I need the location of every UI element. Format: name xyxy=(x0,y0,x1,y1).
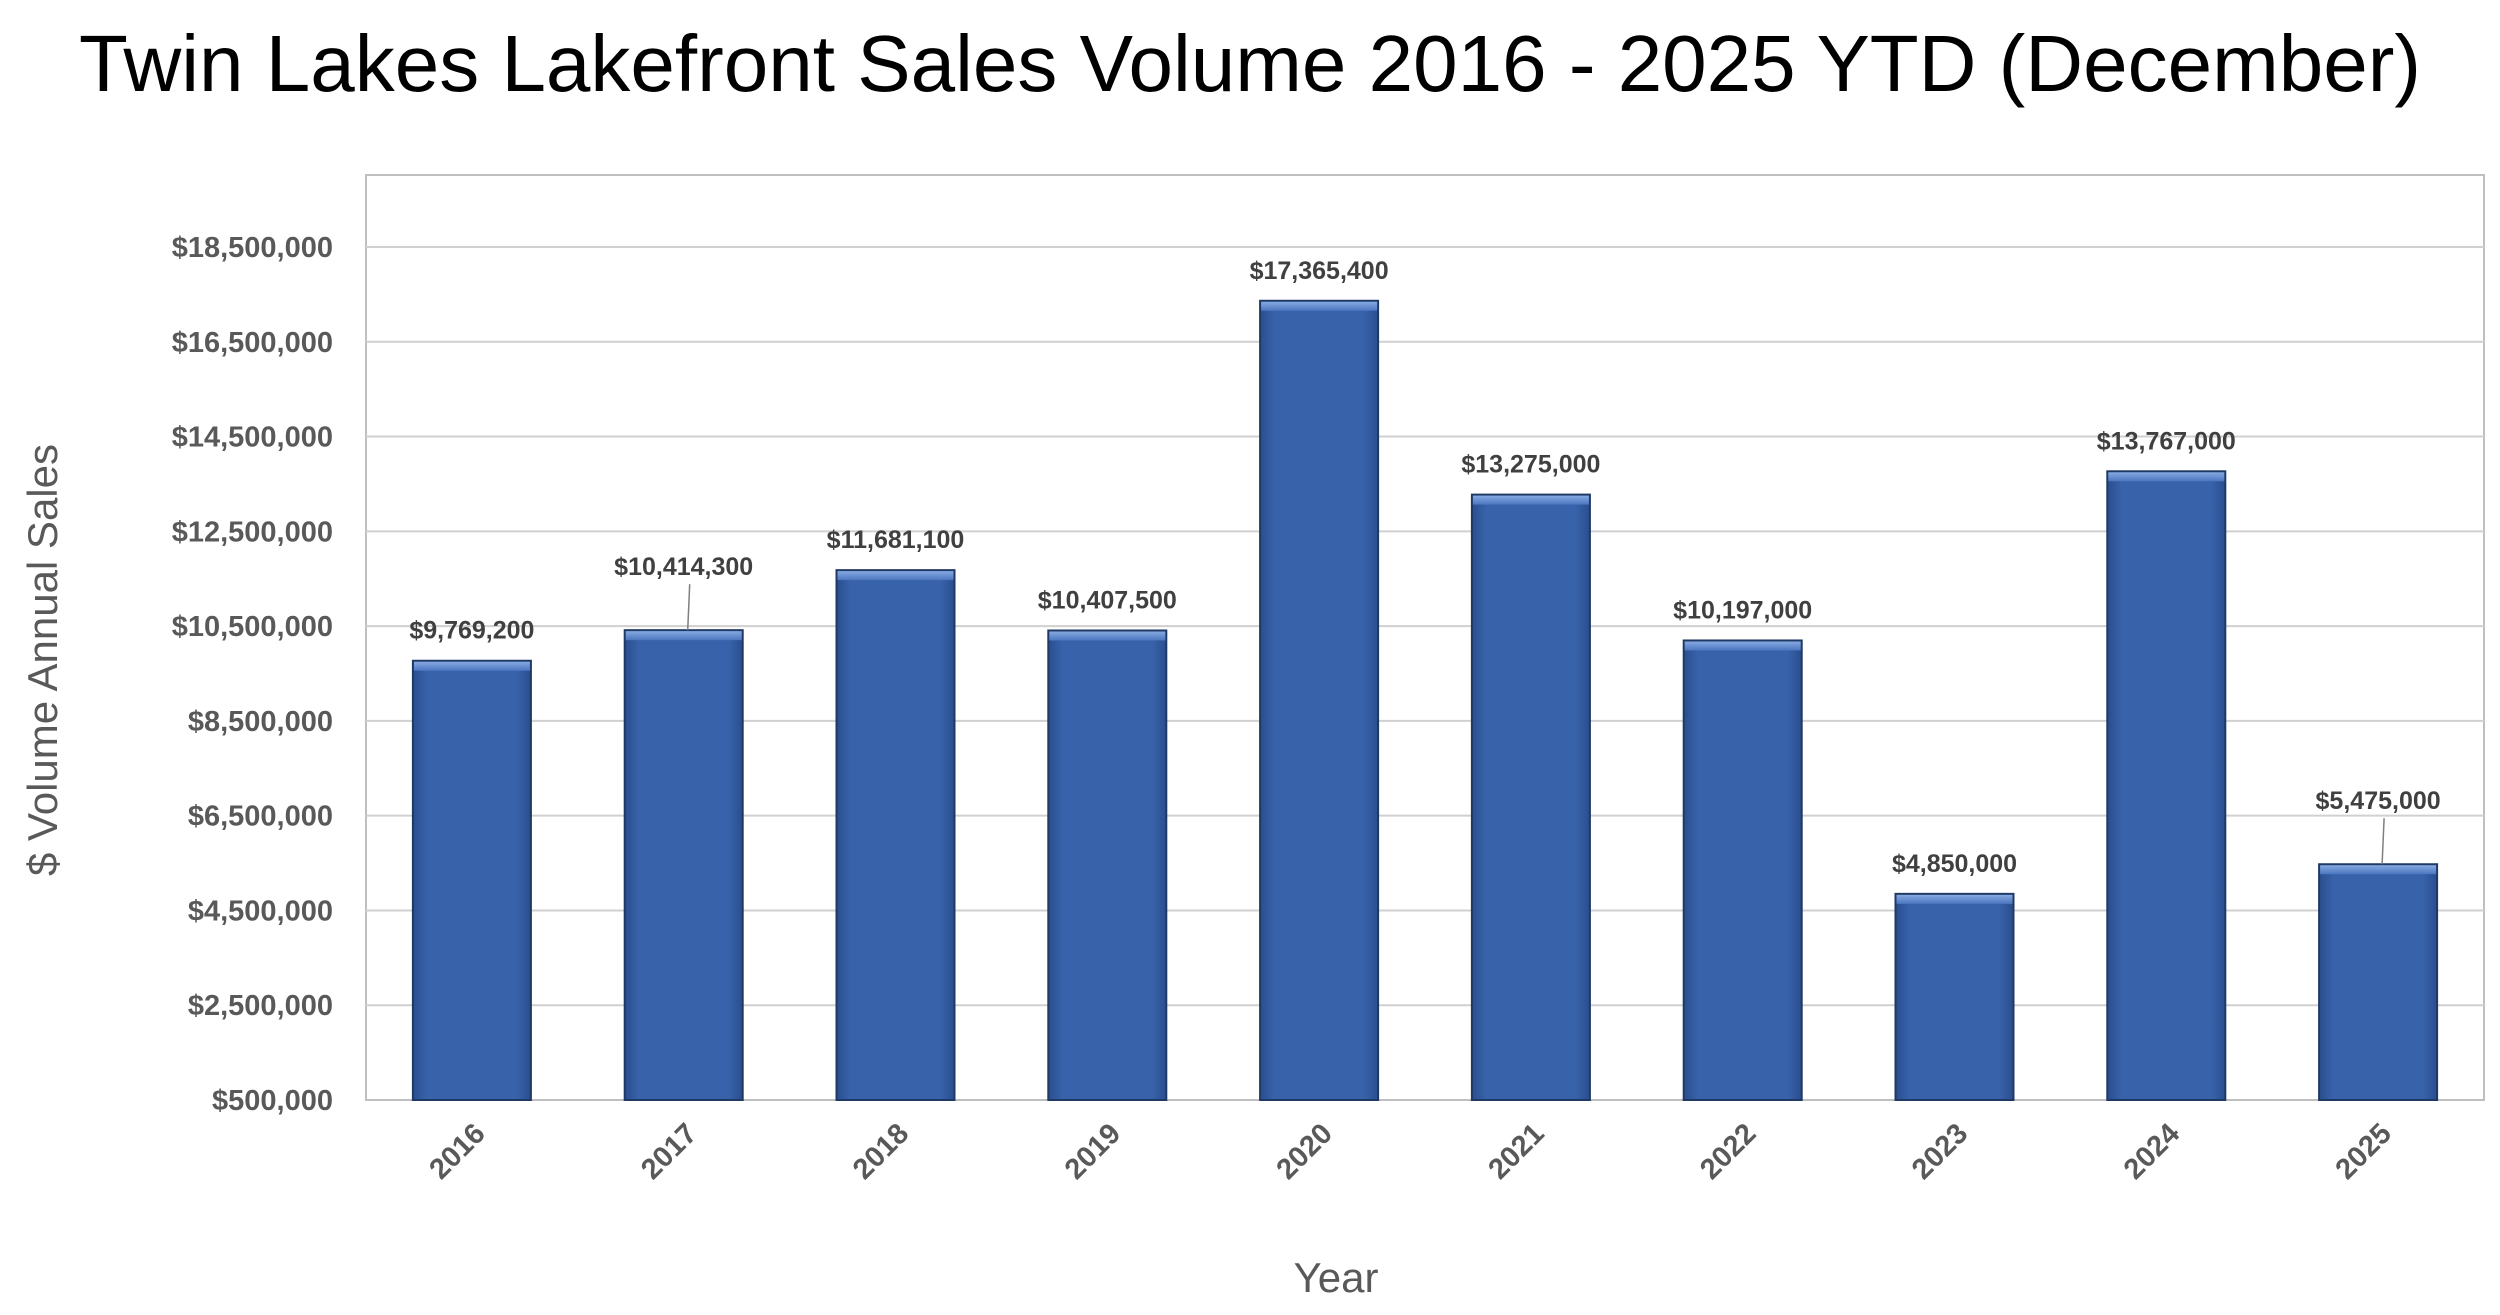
x-tick-label: 2025 xyxy=(2330,1118,2398,1186)
bar xyxy=(1894,892,2015,1101)
bar xyxy=(1470,493,1591,1101)
x-axis-tick-labels: 2016 2017 2018 2019 2020 2021 2022 2023 2024 2025 xyxy=(423,1118,2397,1186)
bar-top-bevel xyxy=(2108,472,2225,482)
bar xyxy=(2106,470,2227,1101)
bar-top-bevel xyxy=(413,661,530,671)
bar-top-bevel xyxy=(1684,641,1801,651)
x-tick-label: 2018 xyxy=(847,1118,915,1186)
data-label: $13,767,000 xyxy=(2097,427,2236,455)
y-tick-label: $16,500,000 xyxy=(172,327,333,359)
bar xyxy=(2318,863,2439,1102)
label-leader-lines xyxy=(686,584,2385,865)
y-tick-label: $500,000 xyxy=(212,1085,333,1117)
leader-line xyxy=(686,584,691,631)
data-label: $17,365,400 xyxy=(1250,257,1389,285)
x-tick-label: 2021 xyxy=(1482,1118,1550,1186)
data-labels: $9,769,200 $10,414,300 $11,681,100 $10,407,… xyxy=(409,257,2440,878)
data-label: $4,850,000 xyxy=(1892,850,2017,878)
x-tick-label: 2017 xyxy=(635,1118,703,1186)
x-tick-label: 2019 xyxy=(1059,1118,1127,1186)
data-label: $11,681,100 xyxy=(827,526,965,554)
bar-top-bevel xyxy=(1896,894,2013,904)
bar-top-bevel xyxy=(1472,495,1589,505)
x-tick-label: 2020 xyxy=(1271,1118,1339,1186)
y-axis-title: $ Volume Annual Sales xyxy=(19,444,66,876)
x-tick-label: 2024 xyxy=(2118,1118,2186,1186)
data-label: $13,275,000 xyxy=(1461,451,1600,479)
bar xyxy=(623,629,744,1102)
bar-top-bevel xyxy=(625,631,742,641)
data-label: $10,407,500 xyxy=(1038,586,1177,614)
bar xyxy=(835,569,956,1101)
y-tick-label: $14,500,000 xyxy=(172,422,333,454)
y-tick-label: $8,500,000 xyxy=(188,706,333,738)
x-tick-label: 2016 xyxy=(423,1118,491,1186)
data-label: $5,475,000 xyxy=(2316,787,2441,815)
data-label: $10,197,000 xyxy=(1673,596,1812,624)
bar xyxy=(1047,629,1168,1101)
y-tick-label: $12,500,000 xyxy=(172,516,333,548)
data-label: $9,769,200 xyxy=(409,617,534,645)
bar-top-bevel xyxy=(2320,865,2437,875)
bar xyxy=(411,659,532,1101)
x-tick-label: 2022 xyxy=(1694,1118,1762,1186)
leader-line xyxy=(2381,818,2385,865)
bar xyxy=(1259,299,1380,1101)
y-tick-label: $10,500,000 xyxy=(172,611,333,643)
data-label: $10,414,300 xyxy=(614,553,753,581)
bar xyxy=(1682,639,1803,1102)
y-axis-tick-labels: $500,000 $2,500,000 $4,500,000 $6,500,000 $8… xyxy=(172,232,333,1117)
bar-top-bevel xyxy=(1261,301,1378,311)
y-tick-label: $18,500,000 xyxy=(172,232,333,264)
y-tick-label: $6,500,000 xyxy=(188,801,333,833)
bars xyxy=(411,299,2439,1102)
bar-top-bevel xyxy=(1049,631,1166,641)
bar-top-bevel xyxy=(837,571,954,581)
chart-title: Twin Lakes Lakefront Sales Volume 2016 -… xyxy=(79,19,2421,108)
x-axis-title: Year xyxy=(1294,1254,1379,1301)
y-tick-label: $4,500,000 xyxy=(188,895,333,927)
x-tick-label: 2023 xyxy=(1906,1118,1974,1186)
y-tick-label: $2,500,000 xyxy=(188,990,333,1022)
